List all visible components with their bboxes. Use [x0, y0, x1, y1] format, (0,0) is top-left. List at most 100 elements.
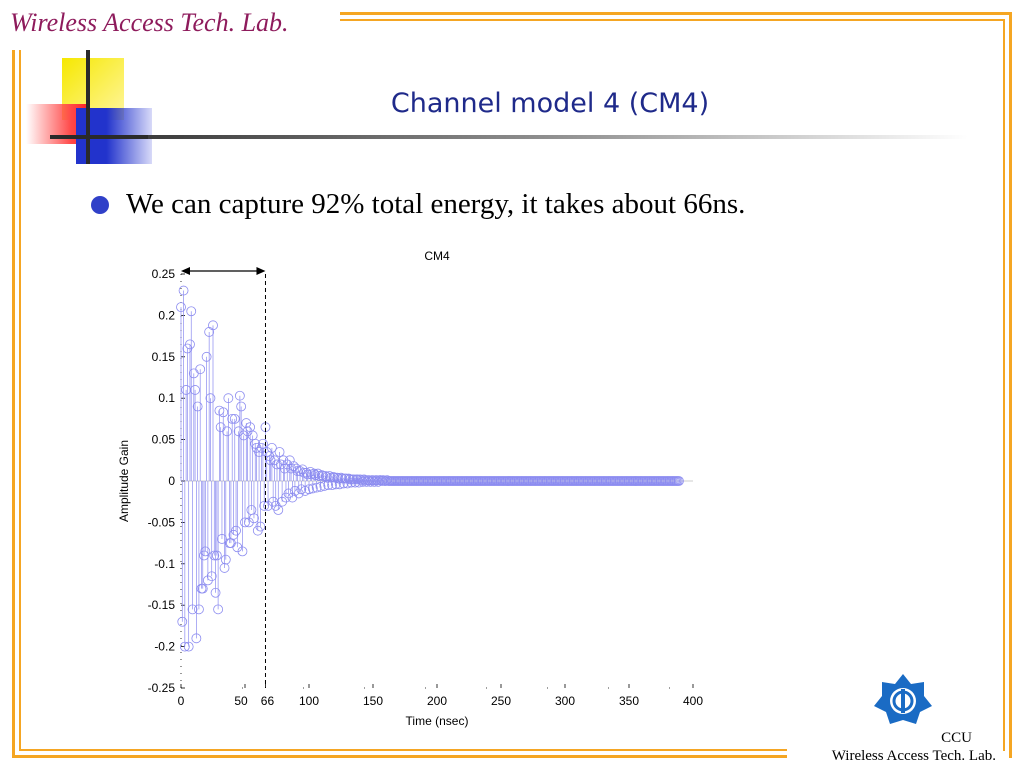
- stem-marker: [208, 320, 218, 331]
- x-tick-label: 300: [555, 694, 575, 708]
- border-left-inner: [19, 50, 21, 751]
- range-arrow-head-right: [256, 267, 266, 275]
- y-tick-label: -0.15: [148, 598, 176, 612]
- stem-marker: [273, 505, 284, 515]
- x-tick-label: 400: [683, 694, 703, 708]
- decor-vertical-bar: [86, 50, 90, 164]
- y-tick-label: 0: [168, 474, 175, 488]
- stem-marker: [201, 351, 212, 362]
- border-bottom-outer: [12, 755, 787, 758]
- stem-marker: [286, 463, 296, 474]
- footer-lab: Wireless Access Tech. Lab.: [831, 748, 996, 764]
- stem-marker: [311, 482, 322, 493]
- border-bottom-inner: [19, 749, 787, 751]
- stem-marker: [318, 471, 328, 481]
- border-right-inner: [1003, 19, 1005, 751]
- border-top-inner: [340, 19, 1005, 21]
- stem-marker: [231, 525, 241, 536]
- stem-marker: [324, 471, 335, 481]
- stem-marker: [309, 468, 320, 479]
- stem-marker: [337, 473, 348, 484]
- x-tick-label: 150: [363, 694, 383, 708]
- stem-marker: [176, 302, 186, 313]
- border-left-outer: [12, 50, 15, 758]
- y-tick-label: -0.2: [154, 640, 175, 654]
- stem-marker: [288, 461, 299, 471]
- y-axis-label: Amplitude Gain: [117, 440, 131, 522]
- stem-marker: [222, 426, 232, 437]
- x-tick-label: 50: [234, 694, 248, 708]
- slide-title: Channel model 4 (CM4): [390, 88, 710, 119]
- stem-marker: [220, 554, 231, 565]
- stem-marker: [211, 550, 222, 561]
- stem-marker: [210, 587, 221, 598]
- stem-marker: [209, 550, 220, 561]
- stem-marker: [186, 306, 197, 317]
- x-tick-label: 66: [261, 694, 275, 708]
- stem-marker: [206, 571, 217, 582]
- stem-marker: [249, 513, 259, 524]
- stem-marker: [330, 479, 341, 490]
- stem-marker: [219, 563, 230, 573]
- chart-title: CM4: [424, 249, 450, 263]
- stem-marker: [310, 470, 321, 481]
- x-tick-label: 200: [427, 694, 447, 708]
- stem-marker: [259, 500, 270, 511]
- stem-marker: [327, 480, 337, 491]
- y-tick-label: -0.25: [148, 681, 176, 695]
- stem-marker: [205, 393, 216, 404]
- chart: CM4 0.25 0.2 0.15 0.1 0.05 0 -0.05 -0.1 -0.15 -0.2…: [117, 249, 703, 728]
- stem-marker: [237, 546, 248, 557]
- stem-marker: [229, 413, 240, 424]
- range-arrow-head-left: [181, 267, 190, 275]
- border-right-outer: [1009, 12, 1012, 758]
- y-tick-label: 0.1: [158, 391, 175, 405]
- title-underline: [148, 135, 968, 139]
- bullet-text: We can capture 92% total energy, it take…: [126, 188, 746, 220]
- stem-marker: [223, 393, 234, 404]
- stem-marker: [334, 479, 345, 490]
- stem-marker: [307, 483, 318, 494]
- x-axis-label: Time (nsec): [406, 714, 469, 728]
- stem-marker: [674, 476, 684, 486]
- y-tick-label: 0.05: [152, 433, 176, 447]
- stem-marker: [190, 385, 200, 395]
- stem-marker: [329, 472, 340, 483]
- stem-marker: [179, 641, 190, 652]
- footer-org: CCU: [941, 730, 972, 746]
- stem-marker: [319, 481, 330, 491]
- border-top-outer: [340, 12, 1012, 15]
- decor-horizontal-bar: [50, 135, 150, 139]
- x-tick-label: 0: [178, 694, 185, 708]
- lab-name-header: Wireless Access Tech. Lab.: [10, 8, 289, 37]
- stem-marker: [258, 438, 268, 449]
- stem-marker: [302, 469, 313, 480]
- x-tick-label: 100: [299, 694, 319, 708]
- y-tick-label: -0.05: [148, 515, 176, 529]
- stem-marker: [274, 447, 285, 457]
- stem-marker: [255, 521, 266, 532]
- bullet-dot: [91, 196, 109, 214]
- stem-marker: [192, 401, 203, 412]
- stem-marker: [227, 413, 238, 424]
- stem-marker: [200, 546, 211, 557]
- stem-marker: [236, 401, 247, 412]
- y-tick-label: 0.2: [158, 308, 175, 322]
- stem-marker: [316, 470, 327, 481]
- stem-marker: [217, 534, 227, 544]
- y-tick-label: 0.15: [152, 350, 176, 364]
- stem-marker: [185, 339, 195, 350]
- stem-marker: [195, 364, 206, 375]
- stem-marker: [218, 407, 229, 418]
- stem-marker: [213, 604, 224, 615]
- y-tick-label: 0.25: [152, 267, 176, 281]
- y-tick-label: -0.1: [154, 557, 175, 571]
- stem-marker: [191, 633, 202, 644]
- stem-marker: [304, 484, 314, 495]
- stem-marker: [178, 285, 189, 296]
- stem-marker: [194, 604, 204, 615]
- stem-marker: [177, 616, 188, 627]
- stem-marker: [284, 455, 295, 466]
- stem-marker: [301, 467, 312, 478]
- stem-marker: [240, 517, 250, 528]
